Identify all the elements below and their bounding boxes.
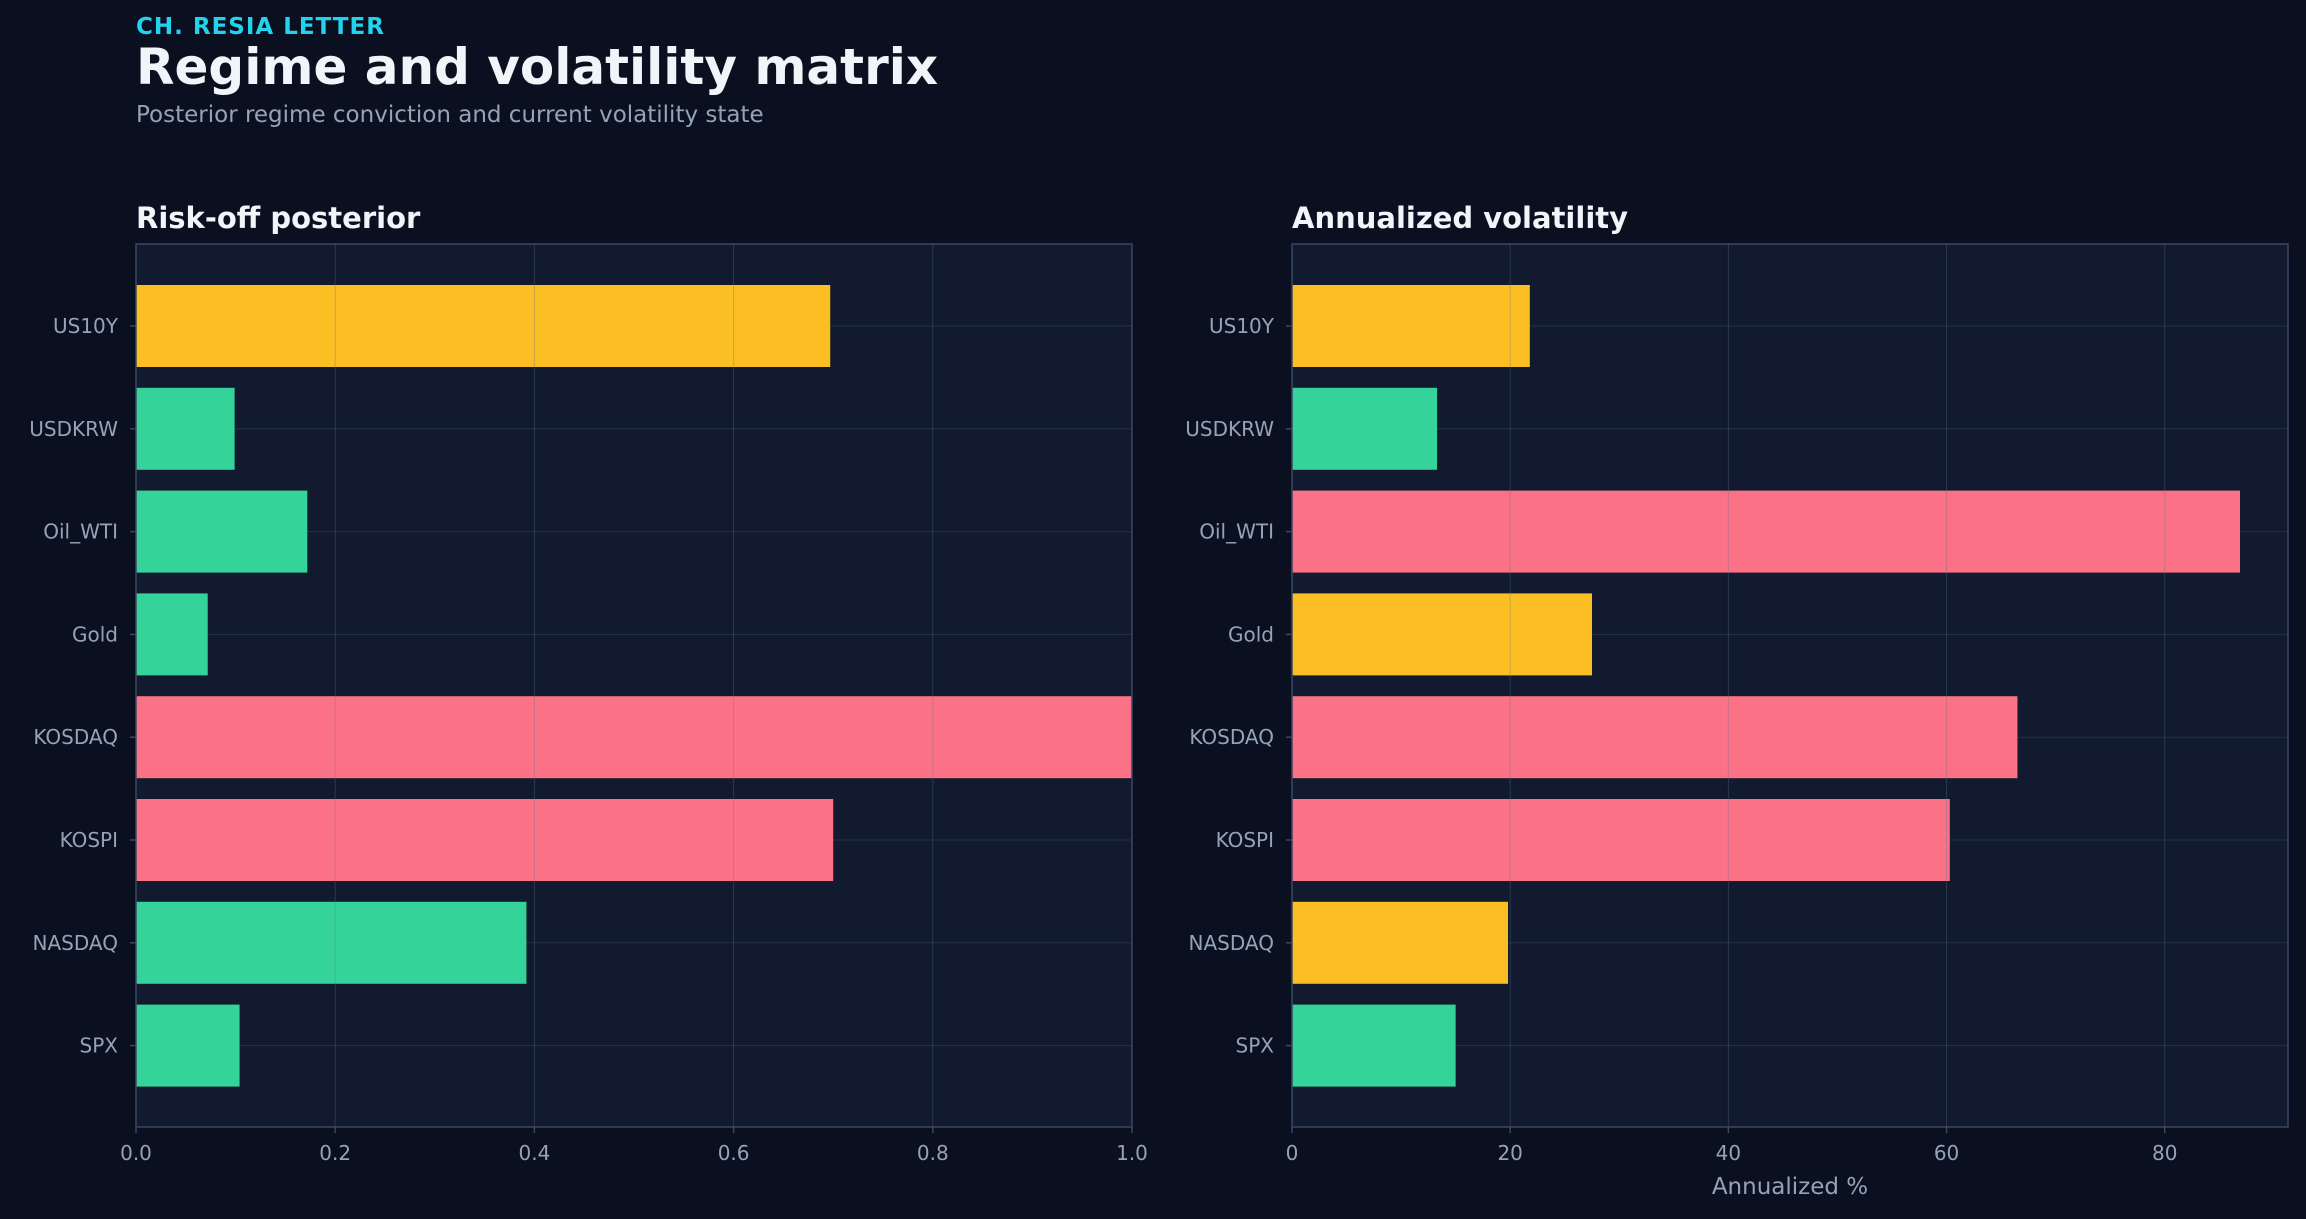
- volatility-plot-background: [1292, 244, 2288, 1127]
- posterior-xtick-label: 0.8: [917, 1141, 949, 1165]
- posterior-ytick-label: Oil_WTI: [43, 520, 118, 544]
- volatility-ytick-label: NASDAQ: [1189, 931, 1274, 955]
- posterior-xtick-label: 0.2: [319, 1141, 351, 1165]
- posterior-bar-kospi: [136, 799, 834, 881]
- volatility-ytick-label: KOSPI: [1216, 828, 1274, 852]
- volatility-panel-title: Annualized volatility: [1292, 201, 1628, 235]
- volatility-ytick-label: SPX: [1236, 1034, 1275, 1058]
- posterior-bar-usdkrw: [136, 387, 235, 470]
- posterior-xtick-label: 0.4: [518, 1141, 550, 1165]
- volatility-bar-kosdaq: [1292, 696, 2018, 779]
- volatility-bar-nasdaq: [1292, 901, 1508, 984]
- volatility-bar-usdkrw: [1292, 387, 1438, 470]
- report-header: CH. RESIA LETTER Regime and volatility m…: [0, 0, 2306, 140]
- volatility-xtick-label: 0: [1286, 1141, 1299, 1165]
- posterior-plot-frame: [135, 243, 1133, 1128]
- volatility-ytick-label: USDKRW: [1185, 417, 1274, 441]
- volatility-xtick-label: 80: [2152, 1141, 2177, 1165]
- posterior-ytick-label: KOSPI: [60, 828, 118, 852]
- posterior-bar-kosdaq: [136, 696, 1132, 779]
- posterior-panel-title: Risk-off posterior: [136, 201, 421, 235]
- posterior-ytick-label: USDKRW: [29, 417, 118, 441]
- volatility-ytick-label: KOSDAQ: [1189, 725, 1274, 749]
- posterior-xtick-label: 1.0: [1116, 1141, 1148, 1165]
- report-title: Regime and volatility matrix: [136, 38, 939, 96]
- posterior-ytick-label: US10Y: [53, 314, 119, 338]
- volatility-xtick-label: 20: [1497, 1141, 1522, 1165]
- volatility-bar-kospi: [1292, 799, 1950, 881]
- volatility-ytick-label: Oil_WTI: [1199, 520, 1274, 544]
- volatility-plot-frame: [1291, 243, 2289, 1128]
- posterior-plot-background: [136, 244, 1132, 1127]
- volatility-bar-us10y: [1292, 285, 1530, 367]
- report-kicker: CH. RESIA LETTER: [136, 14, 385, 40]
- report-subtitle: Posterior regime conviction and current …: [136, 102, 764, 128]
- volatility-bar-spx: [1292, 1004, 1456, 1087]
- posterior-bar-oil_wti: [136, 490, 308, 573]
- volatility-ytick-label: US10Y: [1209, 314, 1275, 338]
- posterior-bar-us10y: [136, 285, 831, 367]
- posterior-ytick-label: NASDAQ: [33, 931, 118, 955]
- posterior-xtick-label: 0.0: [120, 1141, 152, 1165]
- posterior-xtick-label: 0.6: [718, 1141, 750, 1165]
- posterior-bar-nasdaq: [136, 901, 527, 984]
- posterior-bar-spx: [136, 1004, 240, 1087]
- volatility-xtick-label: 60: [1934, 1141, 1959, 1165]
- posterior-bar-gold: [136, 593, 208, 676]
- volatility-xtick-label: 40: [1716, 1141, 1741, 1165]
- posterior-ytick-label: Gold: [72, 622, 118, 646]
- posterior-ytick-label: KOSDAQ: [33, 725, 118, 749]
- posterior-ytick-label: SPX: [80, 1034, 119, 1058]
- volatility-ytick-label: Gold: [1228, 622, 1274, 646]
- volatility-bar-oil_wti: [1292, 490, 2240, 573]
- volatility-x-axis-label: Annualized %: [1712, 1174, 1868, 1200]
- volatility-bar-gold: [1292, 593, 1592, 676]
